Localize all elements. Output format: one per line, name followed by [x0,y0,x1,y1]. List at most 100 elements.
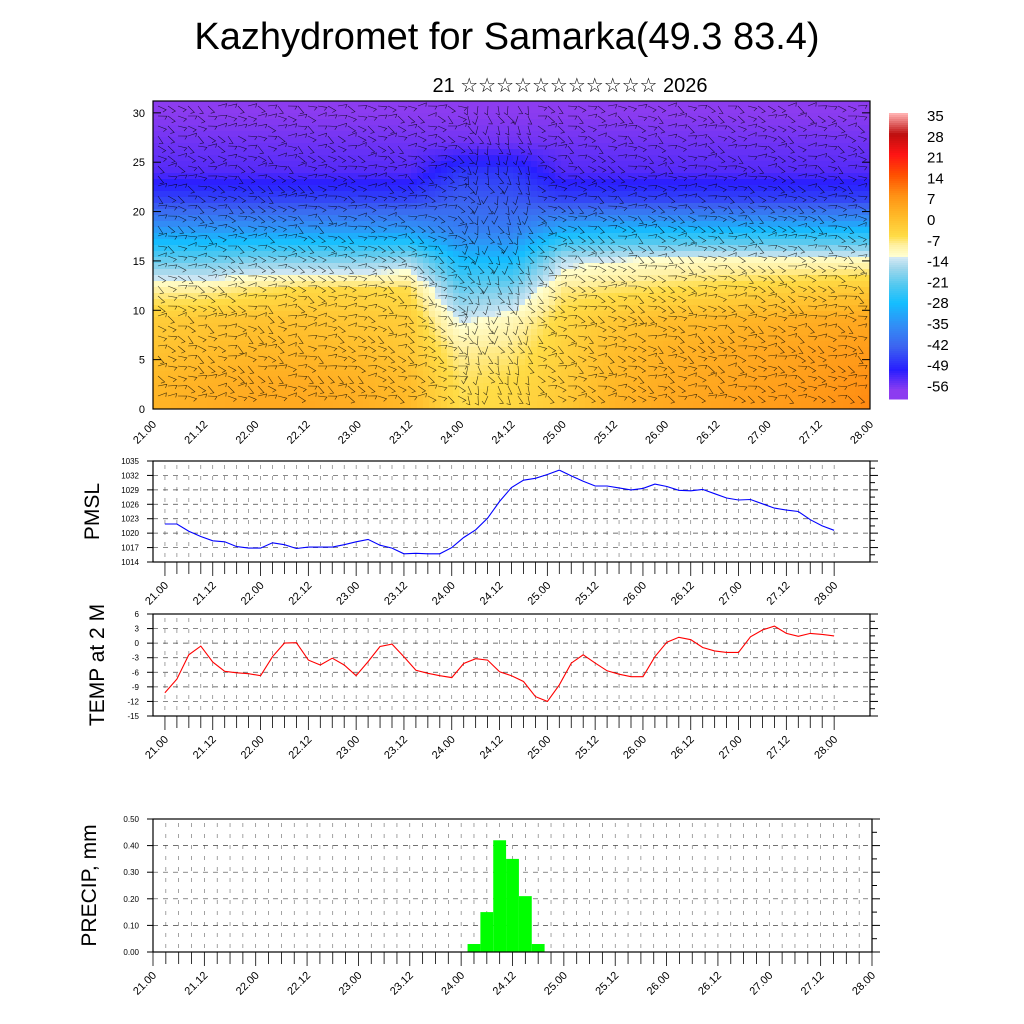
heatmap-cell [675,269,682,276]
heatmap-cell [459,113,466,120]
heatmap-cell [291,209,298,216]
heatmap-cell [351,323,358,330]
heatmap-cell [381,239,388,246]
heatmap-cell [339,395,346,402]
heatmap-cell [351,287,358,294]
heatmap-cell [615,407,622,410]
heatmap-cell [369,377,376,384]
heatmap-cell [327,191,334,198]
heatmap-cell [609,371,616,378]
heatmap-cell [309,287,316,294]
heatmap-cell [465,161,472,168]
heatmap-cell [639,131,646,138]
heatmap-cell [291,281,298,288]
heatmap-cell [357,149,364,156]
heatmap-cell [453,275,460,282]
heatmap-cell [429,281,436,288]
heatmap-cell [699,179,706,186]
heatmap-cell [681,395,688,402]
heatmap-cell [309,269,316,276]
heatmap-cell [243,245,250,252]
heatmap-cell [549,215,556,222]
heatmap-cell [177,233,184,240]
heatmap-cell [453,251,460,258]
heatmap-cell [549,101,556,108]
heatmap-cell [723,287,730,294]
heatmap-cell [639,191,646,198]
heatmap-cell [567,287,574,294]
heatmap-cell [489,143,496,150]
heatmap-cell [321,383,328,390]
heatmap-cell [453,161,460,168]
heatmap-cell [165,275,172,282]
heatmap-cell [495,329,502,336]
heatmap-cell [525,101,532,108]
heatmap-cell [651,119,658,126]
heatmap-cell [507,113,514,120]
heatmap-cell [435,191,442,198]
heatmap-cell [339,191,346,198]
heatmap-cell [519,149,526,156]
heatmap-cell [669,293,676,300]
heatmap-cell [531,275,538,282]
heatmap-cell [561,119,568,126]
heatmap-cell [549,395,556,402]
heatmap-cell [573,233,580,240]
heatmap-cell [243,365,250,372]
heatmap-cell [495,257,502,264]
heatmap-cell [645,395,652,402]
heatmap-cell [171,221,178,228]
heatmap-cell [483,359,490,366]
heatmap-cell [675,317,682,324]
heatmap-cell [477,221,484,228]
heatmap-cell [621,377,628,384]
heatmap-cell [255,275,262,282]
heatmap-cell [243,341,250,348]
heatmap-cell [393,143,400,150]
heatmap-cell [273,317,280,324]
heatmap-cell [297,161,304,168]
heatmap-cell [285,269,292,276]
heatmap-cell [243,179,250,186]
heatmap-cell [213,395,220,402]
heatmap-cell [693,251,700,258]
heatmap-cell [537,383,544,390]
heatmap-cell [699,293,706,300]
heatmap-cell [567,233,574,240]
heatmap-cell [645,191,652,198]
heatmap-cell [435,167,442,174]
heatmap-cell [561,113,568,120]
heatmap-cell [309,245,316,252]
heatmap-cell [363,125,370,132]
heatmap-cell [579,179,586,186]
heatmap-cell [345,395,352,402]
heatmap-cell [555,197,562,204]
heatmap-cell [687,317,694,324]
heatmap-cell [429,389,436,396]
heatmap-cell [267,119,274,126]
heatmap-cell [273,107,280,114]
heatmap-cell [513,227,520,234]
heatmap-cell [411,203,418,210]
heatmap-cell [333,347,340,354]
heatmap-cell [249,251,256,258]
heatmap-cell [429,257,436,264]
heatmap-cell [333,269,340,276]
heatmap-cell [255,113,262,120]
heatmap-cell [471,377,478,384]
heatmap-cell [549,335,556,342]
heatmap-cell [453,125,460,132]
heatmap-cell [699,149,706,156]
heatmap-cell [261,185,268,192]
heatmap-cell [699,167,706,174]
heatmap-cell [411,317,418,324]
heatmap-cell [411,263,418,270]
heatmap-cell [381,209,388,216]
heatmap-cell [603,281,610,288]
heatmap-cell [315,251,322,258]
heatmap-cell [195,305,202,312]
heatmap-cell [513,209,520,216]
heatmap-cell [549,227,556,234]
heatmap-cell [255,335,262,342]
heatmap-cell [189,263,196,270]
